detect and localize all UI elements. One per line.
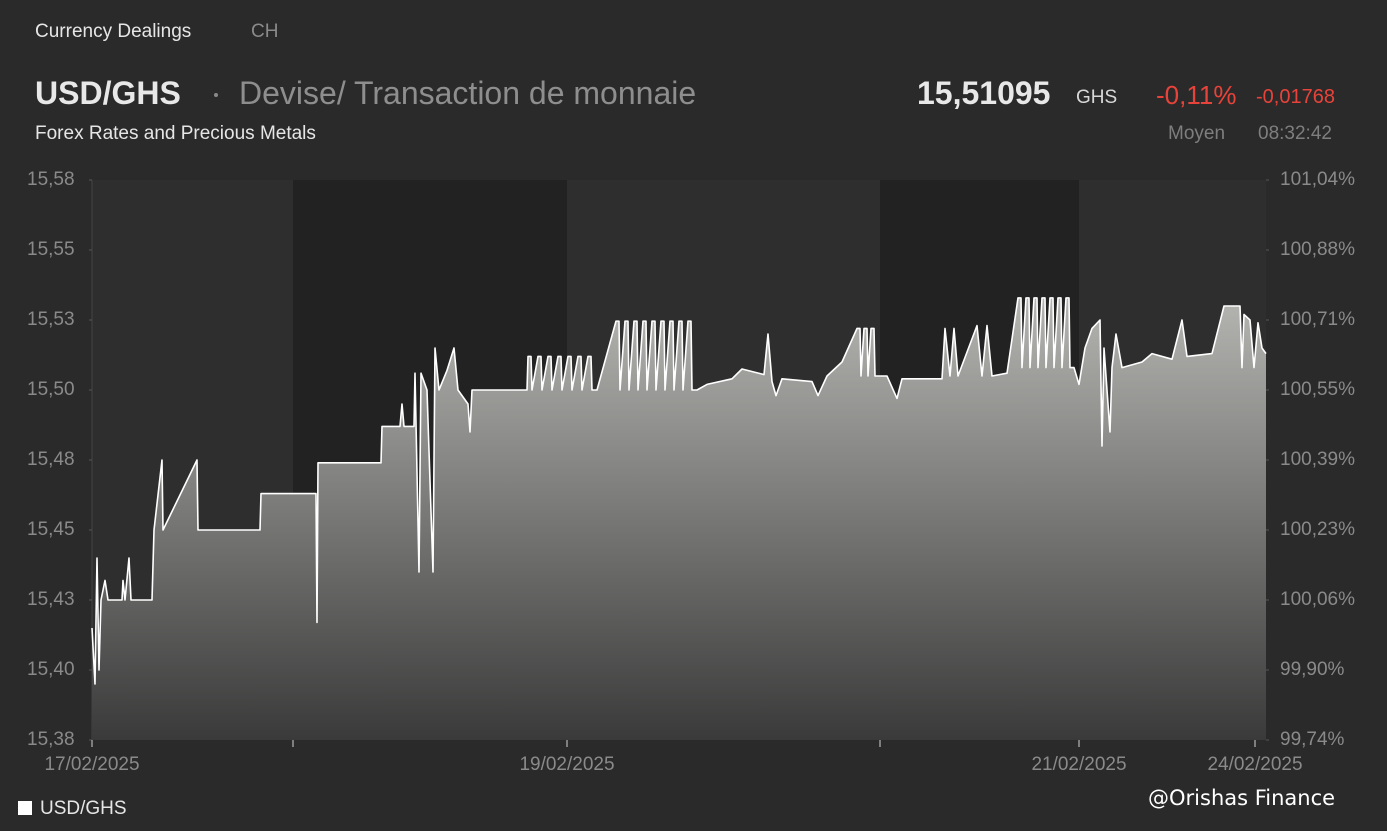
- x-tick-label: 19/02/2025: [519, 754, 614, 775]
- area: [92, 297, 1266, 740]
- y2-tick-label: 100,88%: [1280, 239, 1355, 260]
- y-tick-label: 15,48: [27, 449, 75, 470]
- x-tick-label: 17/02/2025: [44, 754, 139, 775]
- y2-tick-label: 101,04%: [1280, 169, 1355, 190]
- y2-tick-label: 100,71%: [1280, 309, 1355, 330]
- separator: [214, 93, 218, 97]
- y2-tick-label: 100,55%: [1280, 379, 1355, 400]
- region[interactable]: CH: [251, 21, 279, 42]
- y-tick-label: 15,38: [27, 729, 75, 750]
- y2-tick-label: 99,90%: [1280, 659, 1345, 680]
- kind: Devise/ Transaction de monnaie: [239, 75, 697, 111]
- y2-tick-label: 100,23%: [1280, 519, 1355, 540]
- subtitle: Forex Rates and Precious Metals: [35, 123, 316, 144]
- y2-tick-label: 100,39%: [1280, 449, 1355, 470]
- price-type: Moyen: [1168, 123, 1226, 144]
- y-tick-label: 15,40: [27, 659, 75, 680]
- y-tick-label: 15,43: [27, 589, 75, 610]
- currency: GHS: [1076, 87, 1118, 108]
- time: 08:32:42: [1258, 123, 1332, 144]
- y2-tick-label: 100,06%: [1280, 589, 1355, 610]
- change-abs: -0,01768: [1256, 86, 1335, 108]
- section[interactable]: Currency Dealings: [35, 21, 192, 42]
- watermark: @Orishas Finance: [1148, 786, 1335, 810]
- line: [91, 297, 1267, 685]
- y-tick-label: 15,45: [27, 519, 75, 540]
- pair: USD/GHS: [35, 75, 181, 111]
- legend-label[interactable]: USD/GHS: [40, 798, 127, 819]
- y-tick-label: 15,58: [27, 169, 75, 190]
- price: 15,51095: [917, 75, 1051, 111]
- y-tick-label: 15,50: [27, 379, 75, 400]
- legend-swatch: [18, 801, 32, 815]
- y-tick-label: 15,55: [27, 239, 75, 260]
- y-tick-label: 15,53: [27, 309, 75, 330]
- x-tick-label: 21/02/2025: [1031, 754, 1126, 775]
- change-pct: -0,11%: [1156, 80, 1237, 110]
- x-tick-label: 24/02/2025: [1207, 754, 1302, 775]
- y2-tick-label: 99,74%: [1280, 729, 1345, 750]
